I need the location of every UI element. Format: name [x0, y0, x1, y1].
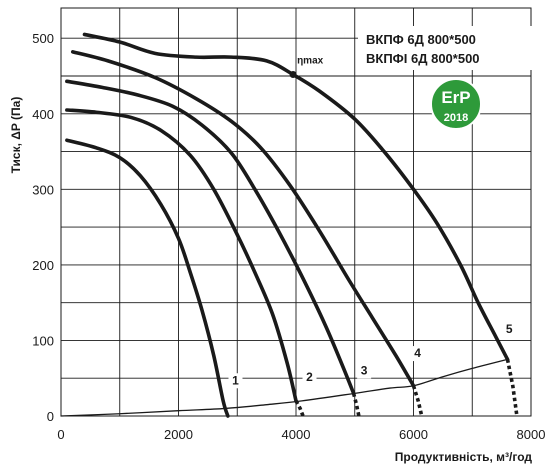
- curve-label-5: 5: [506, 322, 513, 336]
- eta-max-label: ηmax: [297, 55, 324, 66]
- x-axis-label: Продуктивність, м³/год: [395, 450, 533, 464]
- x-tick-label: 4000: [282, 427, 311, 442]
- curve-label-2: 2: [306, 370, 313, 384]
- y-tick-label: 400: [32, 107, 54, 122]
- curve-label-bg: [357, 363, 372, 379]
- curve-label-3: 3: [361, 363, 368, 377]
- erp-badge: ErP 2018: [430, 78, 482, 130]
- curve-label-bg: [502, 321, 517, 337]
- model-label-2: ВКПФІ 6Д 800*500: [366, 51, 480, 66]
- eta-max-marker: ηmax: [289, 55, 324, 78]
- y-tick-label: 300: [32, 182, 54, 197]
- curve-2: [65, 108, 298, 403]
- y-tick-labels: 0 100 200 300 400 500: [32, 31, 54, 424]
- plot-frame: [60, 7, 532, 417]
- y-tick-label: 0: [47, 409, 54, 424]
- erp-badge-year: 2018: [444, 112, 468, 124]
- curve-label-bg: [228, 373, 243, 389]
- curve-label-1: 1: [232, 373, 239, 387]
- curve-label-bg: [302, 370, 317, 386]
- curve-3: [65, 79, 356, 396]
- curve-2-dotted: [294, 400, 305, 417]
- y-tick-label: 200: [32, 258, 54, 273]
- x-tick-label: 2000: [164, 427, 193, 442]
- erp-badge-circle: [430, 78, 482, 130]
- y-tick-label: 500: [32, 31, 54, 46]
- x-tick-label: 6000: [399, 427, 428, 442]
- erp-badge-text: ErP: [441, 88, 470, 107]
- curve-4: [70, 50, 416, 388]
- curve-label-bg: [410, 346, 425, 362]
- system-curve: [60, 358, 509, 417]
- curve-labels: 1 2 3 4 5: [228, 321, 517, 389]
- curve-1: [65, 138, 230, 418]
- x-tick-labels: 0 2000 4000 6000 8000: [57, 427, 545, 442]
- x-tick-label: 8000: [517, 427, 546, 442]
- curve-5: [82, 32, 510, 362]
- model-label-box: [358, 26, 536, 70]
- curve-5-dotted: [505, 358, 519, 417]
- y-axis-label: Тиск, ΔP (Па): [9, 97, 23, 174]
- model-labels: ВКПФ 6Д 800*500 ВКПФІ 6Д 800*500: [358, 26, 536, 70]
- curve-4-dotted: [411, 385, 424, 417]
- y-tick-label: 100: [32, 333, 54, 348]
- curve-label-4: 4: [414, 346, 421, 360]
- curves: [60, 32, 519, 418]
- model-label-1: ВКПФ 6Д 800*500: [366, 32, 476, 47]
- eta-max-point: [289, 70, 297, 78]
- x-tick-label: 0: [57, 427, 64, 442]
